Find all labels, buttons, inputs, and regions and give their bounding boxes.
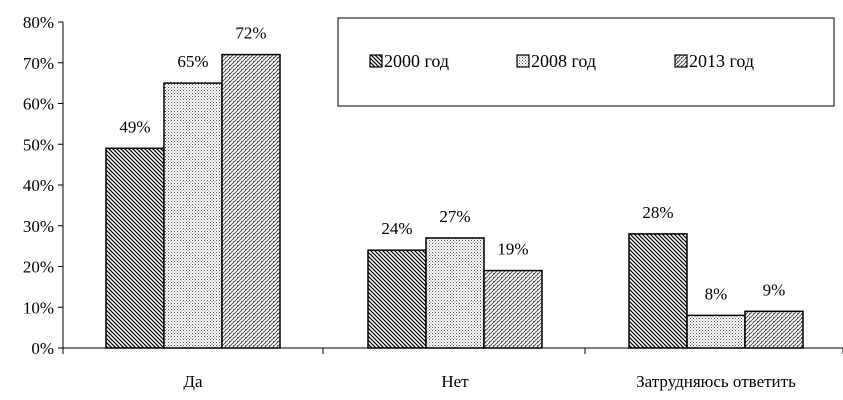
y-tick-label: 20% (23, 258, 54, 277)
y-tick-label: 10% (23, 298, 54, 317)
legend: 2000 год 2008 год 2013 год (337, 17, 835, 107)
data-label: 72% (235, 24, 266, 43)
bar-2008-год-2 (686, 314, 746, 349)
bar-2013-год-2 (744, 310, 804, 349)
x-category-label: Нет (441, 372, 469, 391)
data-label: 19% (497, 240, 528, 259)
bar-2013-год-0 (221, 53, 281, 349)
y-tick-label: 60% (23, 95, 54, 114)
x-category-label: Да (183, 372, 203, 391)
y-tick-label: 40% (23, 176, 54, 195)
bars (105, 53, 804, 349)
bar-2013-год-1 (483, 269, 543, 349)
y-tick-label: 80% (23, 13, 54, 32)
data-labels: 49% 24% 28% 65% 27% 8% 72% 19% 9% (119, 24, 785, 304)
legend-label: 2008 год (531, 51, 596, 71)
y-tick-label: 0% (31, 339, 54, 358)
y-tick-label: 70% (23, 54, 54, 73)
legend-label: 2013 год (689, 51, 754, 71)
legend-swatch (369, 54, 383, 68)
data-label: 28% (642, 203, 673, 222)
legend-box (337, 17, 835, 107)
data-label: 24% (381, 219, 412, 238)
y-tick-label: 30% (23, 217, 54, 236)
bar-2008-год-0 (163, 82, 223, 349)
data-label: 9% (763, 280, 786, 299)
x-category-label: Затрудняюсь ответить (636, 372, 796, 391)
axes: 0% 10% 20% 30% 40% 50% 60% 70% 80% Да Нет Затрудняю… (23, 13, 843, 391)
y-tick-label: 50% (23, 135, 54, 154)
data-label: 49% (119, 117, 150, 136)
bar-2000-год-2 (628, 233, 688, 349)
bar-2000-год-1 (367, 249, 427, 349)
bar-2000-год-0 (105, 147, 165, 349)
data-label: 8% (705, 284, 728, 303)
legend-swatch (516, 54, 530, 68)
data-label: 27% (439, 207, 470, 226)
data-label: 65% (177, 52, 208, 71)
bar-2008-год-1 (425, 237, 485, 349)
legend-swatch (674, 54, 688, 68)
legend-label: 2000 год (384, 51, 449, 71)
